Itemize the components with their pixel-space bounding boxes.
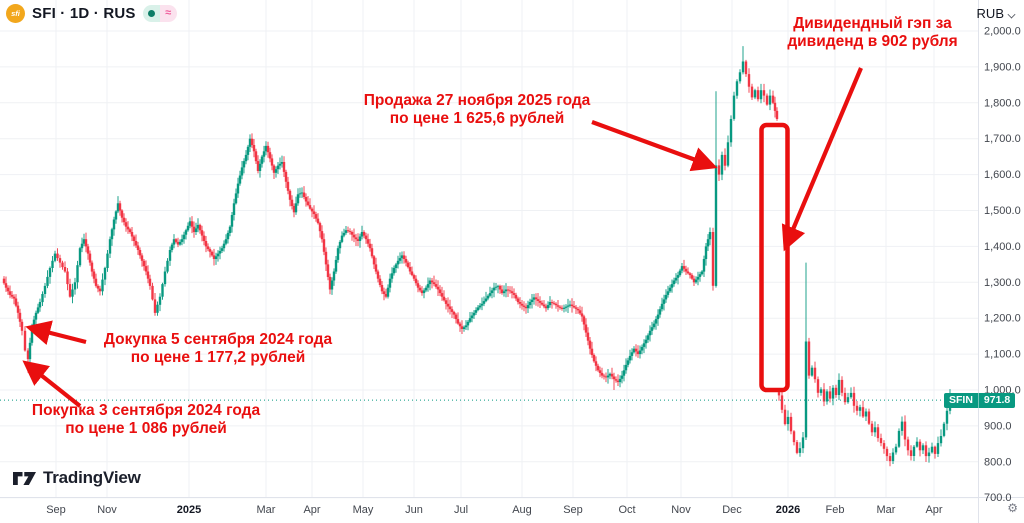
time-axis-label: Sep — [563, 504, 583, 516]
tradingview-mark-icon — [13, 471, 36, 485]
price-axis-label: 900.0 — [984, 420, 1012, 432]
symbol-header[interactable]: sfi SFI · 1D · RUS ≈ — [6, 4, 177, 23]
time-axis-label: Aug — [512, 504, 532, 516]
time-axis-label: Mar — [877, 504, 896, 516]
price-flag-value: 971.8 — [977, 392, 1015, 408]
time-axis-label: 2025 — [177, 504, 201, 516]
annotation-buy-line2: по цене 1 086 рублей — [65, 420, 227, 437]
market-open-dot-icon — [147, 10, 155, 17]
time-axis-label: Nov — [671, 504, 691, 516]
approx-data-icon: ≈ — [159, 5, 177, 22]
price-axis-label: 1,400.0 — [984, 241, 1021, 253]
time-axis-label: Mar — [257, 504, 276, 516]
chevron-down-icon — [1008, 10, 1016, 18]
gear-icon[interactable]: ⚙ — [1007, 501, 1018, 515]
annotation-dividend-gap: Дивидендный гэп за дивиденд в 902 рубля — [770, 15, 975, 51]
time-axis-label: Nov — [97, 504, 117, 516]
price-flag-ticker: SFIN — [949, 394, 973, 407]
price-axis-label: 1,900.0 — [984, 61, 1021, 73]
price-axis-label: 1,200.0 — [984, 313, 1021, 325]
time-axis-label: Oct — [618, 504, 635, 516]
annotation-arrow — [25, 320, 87, 345]
price-axis-label: 1,100.0 — [984, 349, 1021, 361]
price-axis-label: 1,800.0 — [984, 97, 1021, 109]
price-axis-label: 1,300.0 — [984, 277, 1021, 289]
time-axis-label: Sep — [46, 504, 66, 516]
annotation-add-buy: Докупка 5 сентября 2024 года по цене 1 1… — [92, 331, 344, 367]
price-axis-label: 1,700.0 — [984, 133, 1021, 145]
annotation-arrow — [22, 360, 82, 408]
market-open-indicator — [142, 5, 160, 22]
time-axis-label: 2026 — [776, 504, 800, 516]
annotation-sale-line2: по цене 1 625,6 рублей — [389, 110, 565, 127]
annotation-gap-line2: дивиденд в 902 рубля — [787, 33, 958, 50]
time-axis-label: Feb — [826, 504, 845, 516]
annotation-arrow — [591, 120, 718, 172]
price-axis-label: 800.0 — [984, 456, 1012, 468]
time-axis-label: Jun — [405, 504, 423, 516]
annotation-gap-line1: Дивидендный гэп за — [793, 15, 952, 32]
tradingview-logo[interactable]: TradingView — [12, 468, 141, 488]
currency-label: RUB — [976, 6, 1004, 21]
annotation-sale: Продажа 27 ноября 2025 года по цене 1 62… — [352, 92, 602, 128]
price-axis-label: 700.0 — [984, 492, 1012, 504]
symbol-title[interactable]: SFI · 1D · RUS — [32, 5, 136, 22]
time-axis-label: Apr — [925, 504, 942, 516]
last-price-flag: SFIN 971.8 — [944, 392, 1016, 408]
time-axis-label: Apr — [303, 504, 320, 516]
dividend-gap-box — [759, 122, 790, 393]
annotation-add-line1: Докупка 5 сентября 2024 года — [103, 331, 333, 348]
price-axis-label: 1,600.0 — [984, 169, 1021, 181]
annotation-sale-line1: Продажа 27 ноября 2025 года — [363, 92, 591, 109]
time-axis-label: Jul — [454, 504, 468, 516]
annotation-buy-line1: Покупка 3 сентября 2024 года — [31, 402, 261, 419]
market-status-pill[interactable]: ≈ — [142, 5, 177, 22]
price-axis-label: 1,500.0 — [984, 205, 1021, 217]
time-axis-label: May — [353, 504, 374, 516]
tradingview-wordmark: TradingView — [43, 468, 141, 487]
annotation-add-line2: по цене 1 177,2 рублей — [130, 349, 306, 366]
price-axis-label: 2,000.0 — [984, 26, 1021, 38]
symbol-logo: sfi — [6, 4, 25, 23]
annotation-first-buy: Покупка 3 сентября 2024 года по цене 1 0… — [20, 402, 272, 438]
currency-selector[interactable]: RUB — [977, 6, 1016, 21]
annotation-arrow — [781, 67, 863, 252]
time-axis-label: Dec — [722, 504, 742, 516]
candles — [2, 46, 954, 467]
